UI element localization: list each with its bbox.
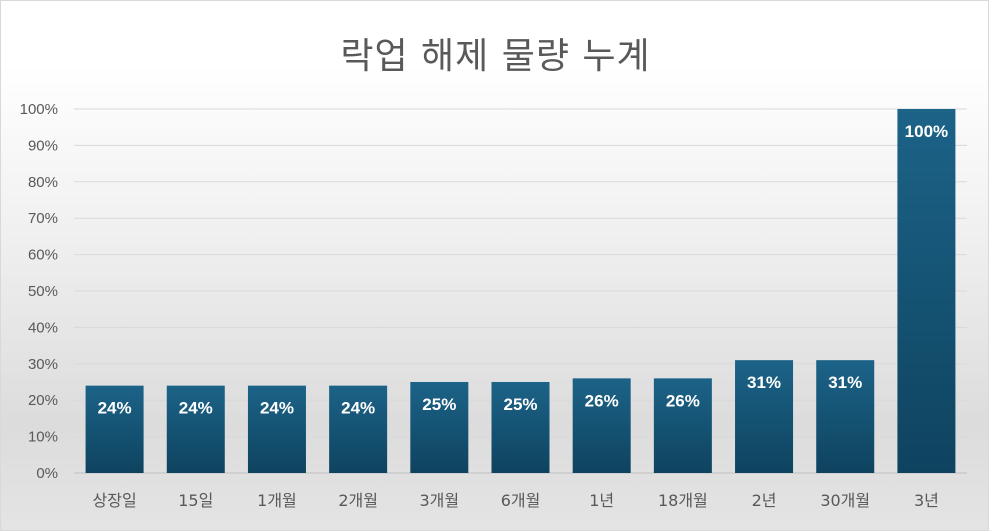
bar [897, 109, 956, 473]
x-tick-label: 30개월 [820, 491, 870, 510]
bar [653, 378, 712, 473]
data-label: 25% [422, 395, 456, 414]
data-label: 24% [260, 399, 294, 418]
chart-title: 락업 해제 물량 누계 [340, 36, 651, 77]
y-tick-label: 50% [28, 283, 58, 300]
bar [85, 385, 144, 473]
bar [329, 385, 388, 473]
bar [166, 385, 225, 473]
y-tick-label: 70% [28, 210, 58, 227]
y-tick-label: 20% [28, 392, 58, 409]
y-tick-label: 40% [28, 319, 58, 336]
x-tick-label: 3년 [914, 491, 939, 510]
y-tick-label: 90% [28, 137, 58, 154]
bar [816, 360, 875, 473]
x-tick-label: 상장일 [93, 491, 137, 510]
bar [410, 382, 469, 473]
x-tick-label: 2년 [752, 491, 777, 510]
data-label: 25% [503, 395, 537, 414]
x-tick-label: 2개월 [338, 491, 378, 510]
x-tick-label: 6개월 [501, 491, 541, 510]
data-label: 31% [747, 373, 781, 392]
x-tick-label: 15일 [178, 491, 213, 510]
data-label: 24% [98, 399, 132, 418]
data-label: 24% [341, 399, 375, 418]
x-tick-label: 1년 [589, 491, 614, 510]
x-tick-label: 18개월 [658, 491, 708, 510]
data-label: 31% [828, 373, 862, 392]
data-label: 24% [179, 399, 213, 418]
bar [735, 360, 794, 473]
y-tick-label: 60% [28, 247, 58, 264]
y-tick-label: 10% [28, 429, 58, 446]
y-tick-label: 80% [28, 174, 58, 191]
data-label: 26% [585, 391, 619, 410]
y-tick-label: 30% [28, 356, 58, 373]
y-tick-label: 100% [20, 101, 58, 118]
bar [491, 382, 550, 473]
data-label: 26% [666, 391, 700, 410]
bar [247, 385, 306, 473]
x-tick-label: 3개월 [420, 491, 460, 510]
bar [572, 378, 631, 473]
y-tick-label: 0% [36, 465, 58, 482]
data-label: 100% [905, 122, 948, 141]
x-tick-label: 1개월 [257, 491, 297, 510]
